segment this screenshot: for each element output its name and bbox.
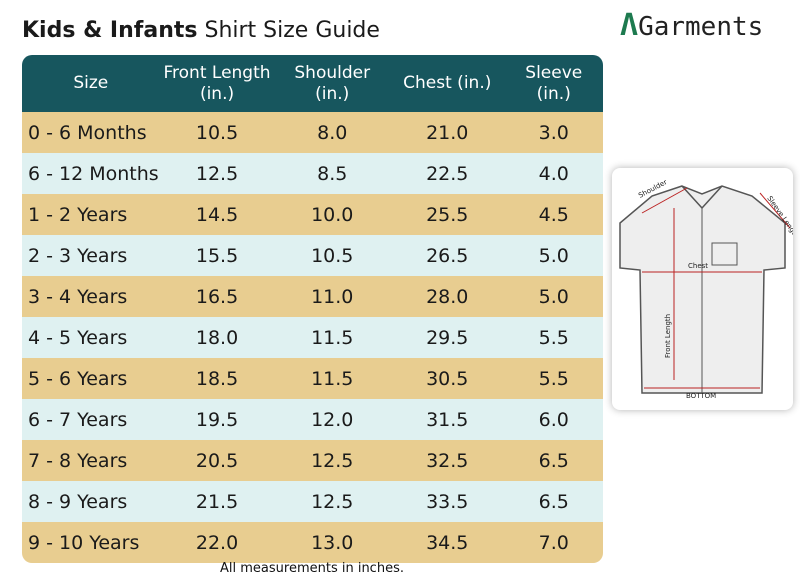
size-label: 8 - 9 Years xyxy=(22,481,160,522)
table-row: 6 - 12 Months 12.5 8.5 22.5 4.0 xyxy=(22,153,603,194)
measurement: 16.5 xyxy=(159,276,275,317)
measurement: 13.0 xyxy=(274,522,390,563)
measurement: 8.0 xyxy=(274,112,390,153)
measurement: 30.5 xyxy=(390,358,505,399)
table-row: 9 - 10 Years 22.0 13.0 34.5 7.0 xyxy=(22,522,603,563)
measurement: 7.0 xyxy=(504,522,603,563)
measurement: 28.0 xyxy=(390,276,505,317)
size-label: 6 - 12 Months xyxy=(22,153,160,194)
bottom-label: BOTTOM xyxy=(686,392,716,400)
size-label: 0 - 6 Months xyxy=(22,112,160,153)
measurement: 19.5 xyxy=(159,399,275,440)
measurement: 32.5 xyxy=(390,440,505,481)
measurement: 33.5 xyxy=(390,481,505,522)
table-row: 3 - 4 Years 16.5 11.0 28.0 5.0 xyxy=(22,276,603,317)
size-label: 9 - 10 Years xyxy=(22,522,160,563)
measurement: 6.0 xyxy=(504,399,603,440)
size-label: 3 - 4 Years xyxy=(22,276,160,317)
measurement: 10.5 xyxy=(274,235,390,276)
measurement: 29.5 xyxy=(390,317,505,358)
measurement: 31.5 xyxy=(390,399,505,440)
title: Kids & Infants Shirt Size Guide xyxy=(22,18,380,43)
measurement: 11.0 xyxy=(274,276,390,317)
header-row: Size Front Length (in.) Shoulder (in.) Ches… xyxy=(22,55,603,112)
size-label: 1 - 2 Years xyxy=(22,194,160,235)
measurement: 22.5 xyxy=(390,153,505,194)
column-header: Front Length (in.) xyxy=(159,55,275,112)
measurement: 20.5 xyxy=(159,440,275,481)
table-row: 0 - 6 Months 10.5 8.0 21.0 3.0 xyxy=(22,112,603,153)
measurement: 5.0 xyxy=(504,276,603,317)
sleeve-line xyxy=(759,192,791,229)
measurement: 11.5 xyxy=(274,317,390,358)
size-label: 4 - 5 Years xyxy=(22,317,160,358)
brand-name: Garments xyxy=(638,12,764,42)
brand: ΛGarments xyxy=(620,8,763,43)
table-row: 6 - 7 Years 19.5 12.0 31.5 6.0 xyxy=(22,399,603,440)
measurement: 4.5 xyxy=(504,194,603,235)
size-label: 2 - 3 Years xyxy=(22,235,160,276)
measurement: 6.5 xyxy=(504,440,603,481)
measurement: 18.0 xyxy=(159,317,275,358)
measurement: 6.5 xyxy=(504,481,603,522)
measurement: 12.5 xyxy=(274,440,390,481)
measurement: 12.0 xyxy=(274,399,390,440)
table-row: 2 - 3 Years 15.5 10.5 26.5 5.0 xyxy=(22,235,603,276)
measurement: 21.5 xyxy=(159,481,275,522)
table-row: 7 - 8 Years 20.5 12.5 32.5 6.5 xyxy=(22,440,603,481)
measurement: 15.5 xyxy=(159,235,275,276)
measurement: 12.5 xyxy=(159,153,275,194)
chest-label: Chest xyxy=(688,262,708,270)
shirt-diagram: Shoulder Sleeve Length Chest Front Lengt… xyxy=(619,178,800,400)
measurement: 25.5 xyxy=(390,194,505,235)
shoulder-line xyxy=(641,187,688,214)
size-table: Size Front Length (in.) Shoulder (in.) Ches… xyxy=(22,55,603,563)
measurement: 26.5 xyxy=(390,235,505,276)
pocket xyxy=(711,242,738,266)
logo-mark: Λ xyxy=(620,8,639,43)
size-label: 6 - 7 Years xyxy=(22,399,160,440)
footnote: All measurements in inches. xyxy=(220,561,404,576)
measurement: 10.5 xyxy=(159,112,275,153)
column-header: Shoulder (in.) xyxy=(274,55,390,112)
measurement: 4.0 xyxy=(504,153,603,194)
column-header: Chest (in.) xyxy=(390,55,505,112)
measurement: 34.5 xyxy=(390,522,505,563)
table-row: 5 - 6 Years 18.5 11.5 30.5 5.5 xyxy=(22,358,603,399)
measurement: 8.5 xyxy=(274,153,390,194)
measurement: 18.5 xyxy=(159,358,275,399)
measurement: 22.0 xyxy=(159,522,275,563)
measurement: 12.5 xyxy=(274,481,390,522)
measurement: 5.0 xyxy=(504,235,603,276)
table-row: 4 - 5 Years 18.0 11.5 29.5 5.5 xyxy=(22,317,603,358)
table-row: 8 - 9 Years 21.5 12.5 33.5 6.5 xyxy=(22,481,603,522)
measurement: 5.5 xyxy=(504,317,603,358)
title-bold: Kids & Infants xyxy=(22,18,198,43)
title-rest: Shirt Size Guide xyxy=(204,18,380,43)
measurement: 3.0 xyxy=(504,112,603,153)
table-row: 1 - 2 Years 14.5 10.0 25.5 4.5 xyxy=(22,194,603,235)
diagram-card: Shoulder Sleeve Length Chest Front Lengt… xyxy=(612,168,800,410)
measurement: 21.0 xyxy=(390,112,505,153)
column-header: Size xyxy=(22,55,160,112)
size-label: 5 - 6 Years xyxy=(22,358,160,399)
size-label: 7 - 8 Years xyxy=(22,440,160,481)
measurement: 14.5 xyxy=(159,194,275,235)
measurement: 10.0 xyxy=(274,194,390,235)
measurement: 11.5 xyxy=(274,358,390,399)
measurement: 5.5 xyxy=(504,358,603,399)
front-label: Front Length xyxy=(664,314,672,358)
column-header: Sleeve (in.) xyxy=(504,55,603,112)
